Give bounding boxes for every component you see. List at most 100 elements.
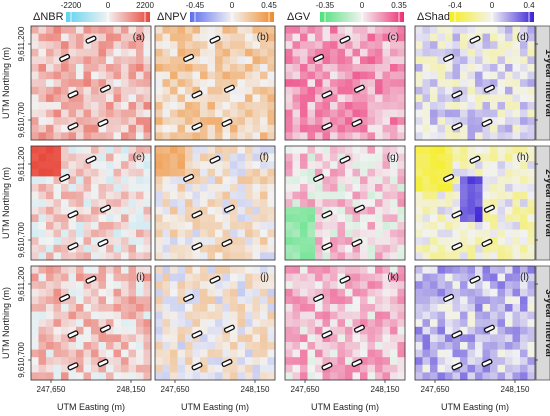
pixel-cell [192,41,201,50]
pixel-cell [452,281,461,290]
pixel-cell [46,79,54,88]
pixel-cell [230,56,238,65]
pixel-cell [215,222,223,230]
pixel-cell [267,41,276,50]
pixel-cell [397,132,406,141]
pixel-cell [230,296,238,305]
pixel-cell [437,86,446,95]
pixel-cell [98,184,107,192]
pixel-cell [345,56,353,65]
pixel-cell [422,273,431,282]
legend-1: ΔNBR-2200 0 2200 [33,1,154,23]
pixel-cell [185,168,193,177]
pixel-cell [307,161,316,170]
pixel-cell [445,132,453,141]
pixel-cell [445,266,453,274]
pixel-cell [512,161,521,170]
pixel-cell [512,41,521,50]
pixel-cell [360,252,368,261]
pixel-cell [68,86,77,95]
pixel-cell [352,199,361,208]
pixel-cell [375,146,383,154]
legend-title: ΔNPV [157,11,188,23]
pixel-cell [128,71,137,80]
pixel-cell [260,273,268,282]
pixel-cell [260,288,268,297]
pixel-cell [490,326,498,335]
pixel-cell [192,296,201,305]
pixel-cell [285,206,293,215]
pixel-cell [352,349,361,358]
pixel-cell [136,48,144,57]
pixel-cell [46,153,54,162]
pixel-cell [482,48,491,57]
pixel-cell [136,214,144,223]
pixel-cell [252,372,261,381]
pixel-cell [128,319,137,328]
pixel-cell [53,237,62,246]
pixel-cell [136,222,144,230]
pixel-cell [307,132,316,141]
pixel-cell [397,56,406,65]
pixel-cell [422,281,431,290]
pixel-cell [300,71,308,80]
pixel-cell [215,161,223,170]
y-tick-label: 9,610,700 [17,222,26,258]
pixel-cell [437,357,446,366]
pixel-cell [482,33,491,42]
pixel-cell [437,252,446,261]
pixel-cell [300,357,308,366]
strip-background [535,25,550,141]
pixel-cell [497,273,506,282]
pixel-cell [200,372,208,381]
pixel-cell [475,161,483,170]
pixel-cell [98,168,107,177]
pixel-cell [330,222,338,230]
pixel-cell [375,176,383,185]
pixel-cell [61,237,69,246]
pixel-cell [527,229,536,238]
pixel-cell [497,357,506,366]
pixel-cell [397,252,406,261]
pixel-cell [53,48,62,57]
pixel-cell [512,199,521,208]
pixel-cell [252,132,261,141]
pixel-cell [46,304,54,312]
pixel-cell [520,266,528,274]
pixel-cell [315,266,323,274]
pixel-cell [121,364,129,373]
pixel-cell [83,273,92,282]
pixel-cell [61,41,69,50]
pixel-cell [512,48,521,57]
pixel-cell [505,206,513,215]
plot-marker [85,275,97,284]
plot-marker [321,362,333,371]
pixel-cell [192,33,201,42]
panel-label: (i) [136,272,145,283]
pixel-cell [162,273,171,282]
pixel-cell [452,334,461,343]
pixel-cell [375,94,383,103]
pixel-cell [170,326,178,335]
pixel-cell [170,304,178,312]
pixel-cell [307,79,316,88]
pixel-cell [382,153,391,162]
pixel-cell [222,71,231,80]
pixel-cell [177,199,186,208]
pixel-cell [475,124,483,133]
pixel-cell [382,41,391,50]
pixel-cell [467,26,476,34]
pixel-cell [345,304,353,312]
pixel-cell [430,237,438,246]
pixel-cell [76,273,84,282]
pixel-cell [415,334,423,343]
pixel-cell [128,304,137,312]
pixel-cell [106,214,114,223]
pixel-cell [497,64,506,72]
pixel-cell [467,296,476,305]
pixel-cell [360,132,368,141]
pixel-cell [475,304,483,312]
pixel-cell [91,372,99,381]
pixel-cell [367,109,376,118]
